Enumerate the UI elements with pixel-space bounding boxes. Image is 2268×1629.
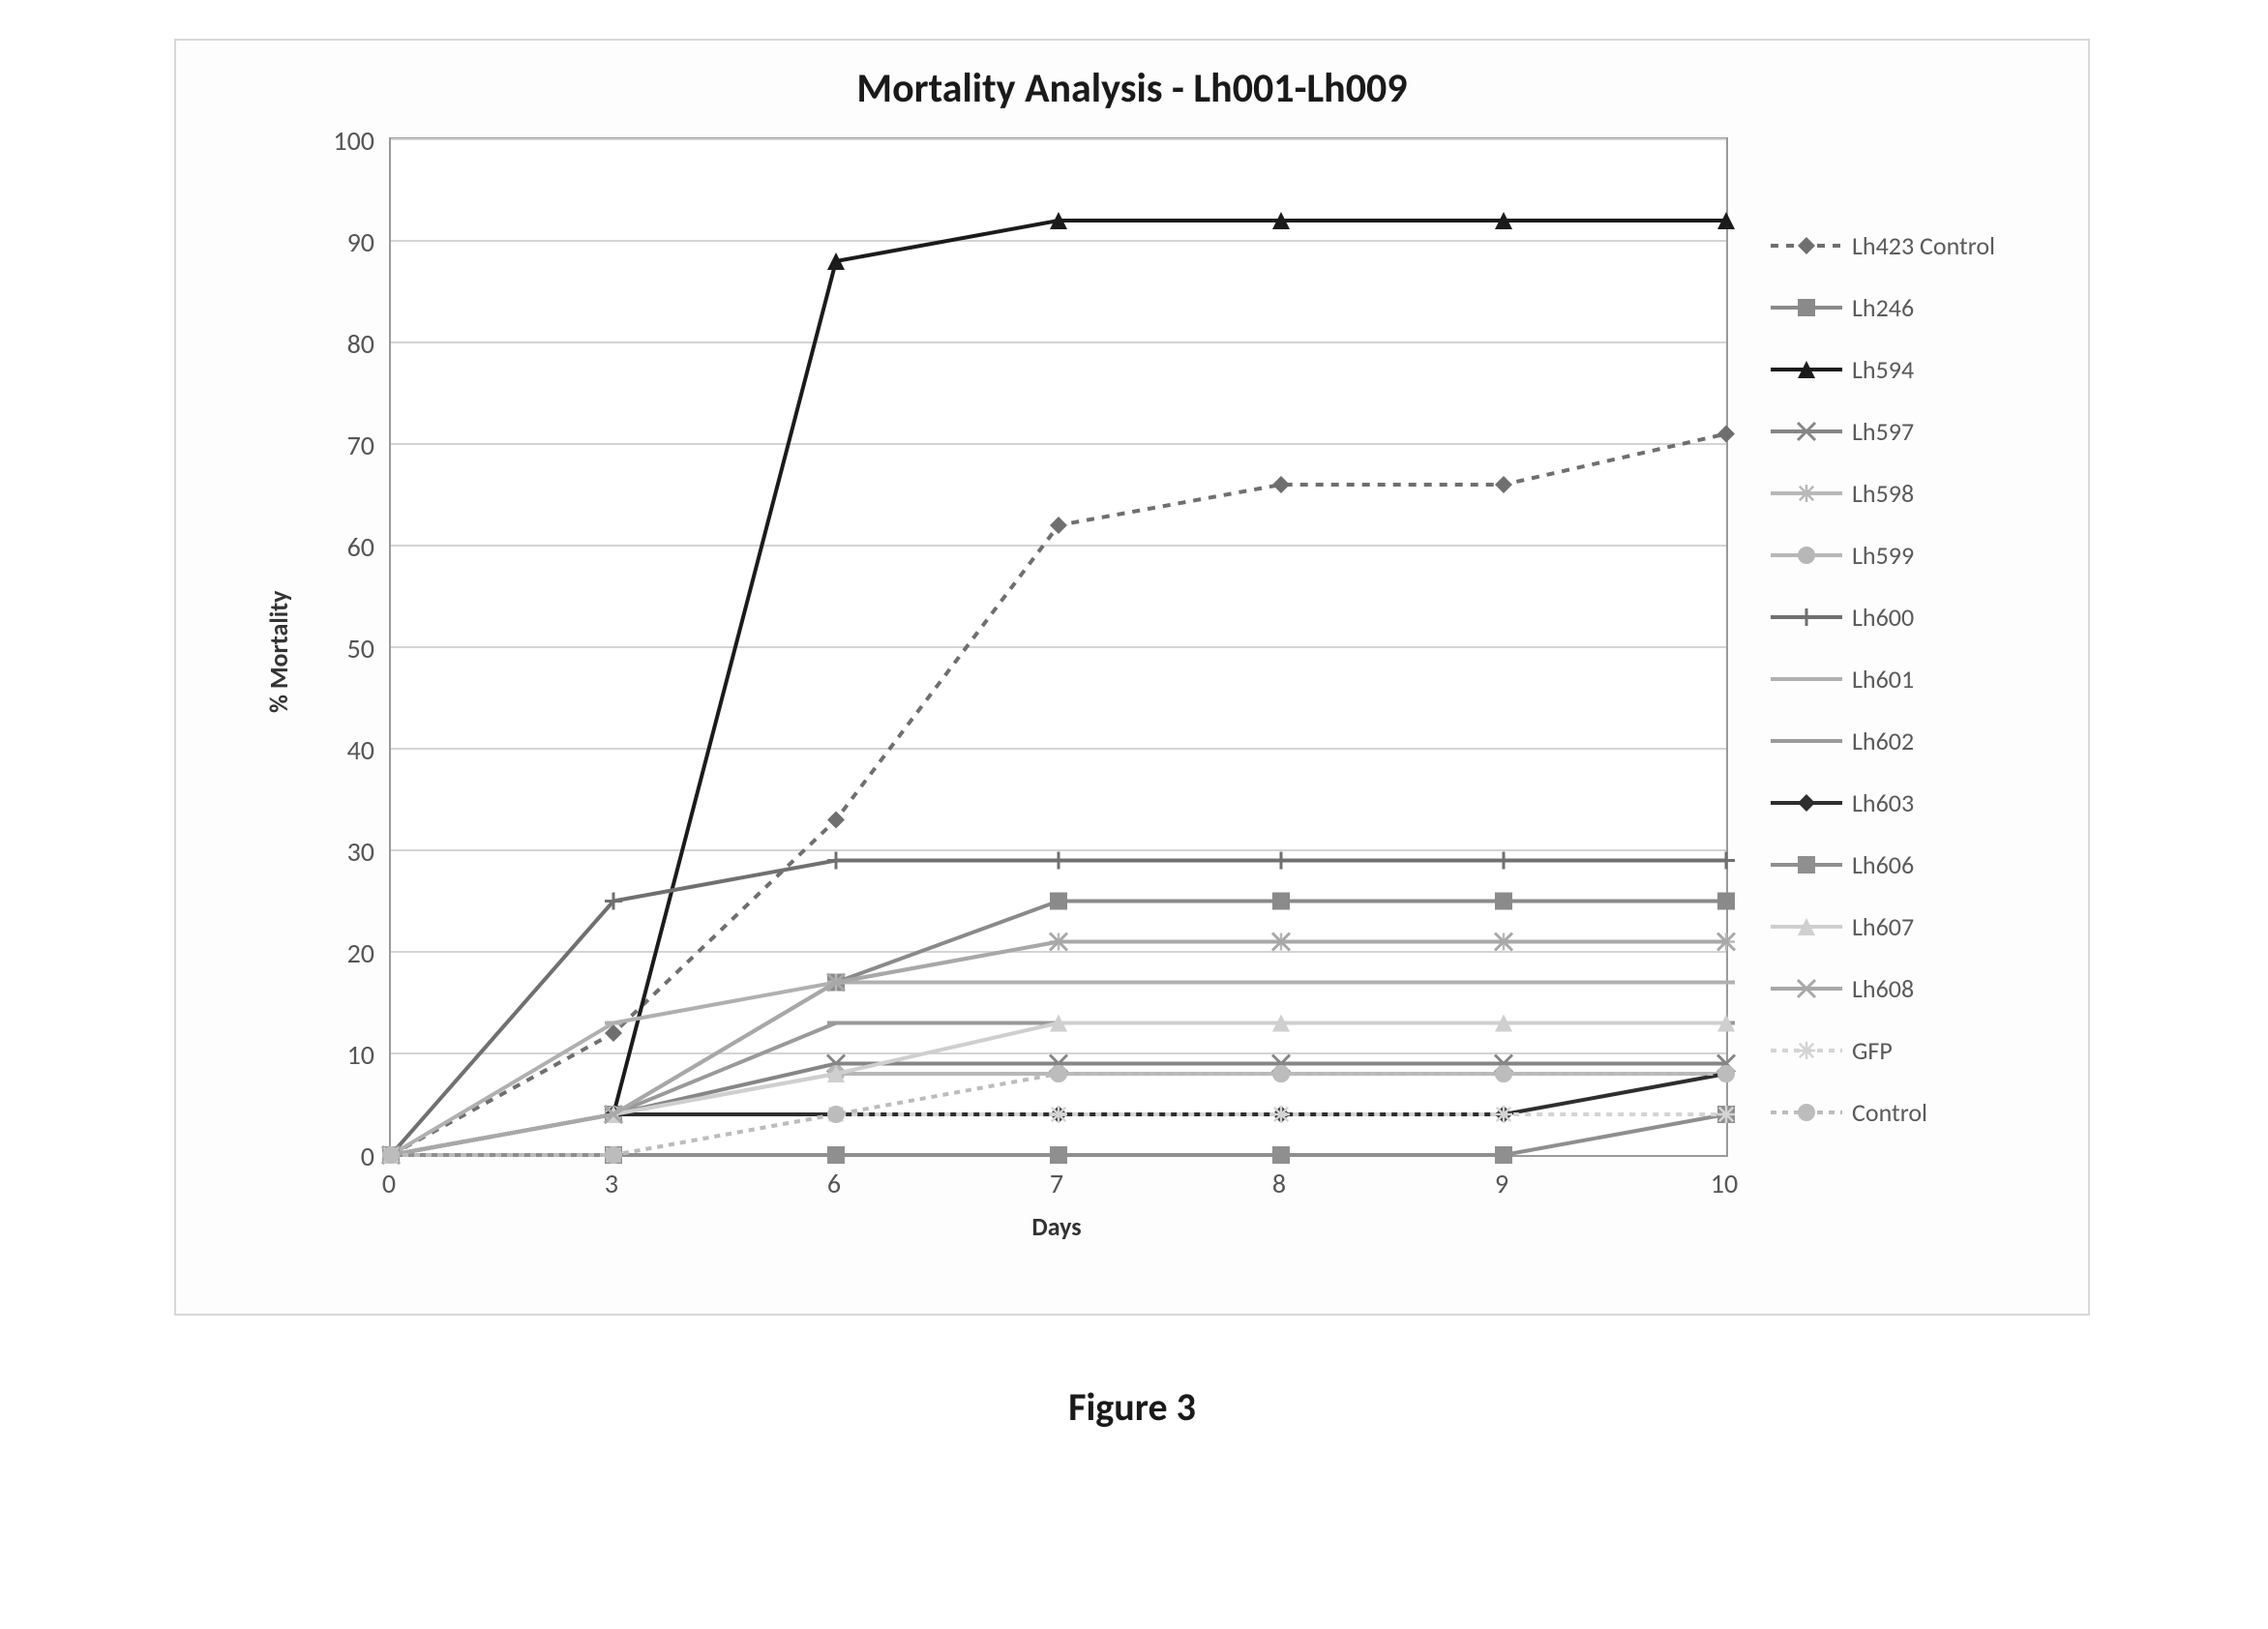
- legend-item: GFP: [1771, 1020, 2061, 1081]
- y-tick-label: 70: [321, 429, 374, 462]
- y-tick-label: 90: [321, 225, 374, 259]
- y-tick-label: 20: [321, 936, 374, 970]
- page: Mortality Analysis - Lh001-Lh009 0 10 20 30…: [0, 0, 2268, 1629]
- x-tick-label: 3: [582, 1167, 641, 1200]
- legend-label: Lh607: [1852, 911, 1914, 942]
- legend-item: Lh602: [1771, 710, 2061, 772]
- legend-item: Lh606: [1771, 834, 2061, 896]
- legend-swatch: [1771, 727, 1842, 755]
- legend-swatch: [1771, 418, 1842, 445]
- x-tick-label: 8: [1250, 1167, 1308, 1200]
- x-tick-label: 0: [360, 1167, 418, 1200]
- legend-swatch: [1771, 1037, 1842, 1064]
- legend-swatch: [1771, 666, 1842, 693]
- legend-item: Lh608: [1771, 958, 2061, 1020]
- legend-swatch: [1771, 604, 1842, 631]
- legend-swatch: [1771, 975, 1842, 1002]
- y-axis-title: % Mortality: [263, 591, 294, 713]
- legend-item: Lh600: [1771, 586, 2061, 648]
- legend-swatch: [1771, 232, 1842, 259]
- plot-svg: [391, 139, 1726, 1155]
- legend-label: Lh598: [1852, 478, 1914, 509]
- chart-frame: Mortality Analysis - Lh001-Lh009 0 10 20 30…: [174, 39, 2090, 1316]
- legend-swatch: [1771, 1099, 1842, 1126]
- legend-label: Lh601: [1852, 664, 1914, 695]
- legend-swatch: [1771, 356, 1842, 383]
- legend-label: Lh602: [1852, 726, 1914, 756]
- legend-swatch: [1771, 480, 1842, 507]
- x-tick-label: 9: [1473, 1167, 1531, 1200]
- legend-swatch: [1771, 789, 1842, 816]
- figure-caption: Figure 3: [174, 1383, 2090, 1431]
- legend-item: Lh607: [1771, 896, 2061, 958]
- x-tick-label: 10: [1695, 1167, 1753, 1200]
- legend-item: Lh598: [1771, 462, 2061, 524]
- legend-label: Lh597: [1852, 416, 1914, 447]
- plot-area: [389, 137, 1728, 1157]
- legend-item: Lh599: [1771, 524, 2061, 586]
- legend-item: Lh246: [1771, 277, 2061, 339]
- legend-swatch: [1771, 294, 1842, 321]
- legend-item: Lh594: [1771, 339, 2061, 400]
- legend-swatch: [1771, 851, 1842, 878]
- y-tick-label: 50: [321, 632, 374, 666]
- legend-item: Lh423 Control: [1771, 215, 2061, 277]
- y-tick-label: 100: [321, 124, 374, 158]
- legend-label: Lh606: [1852, 849, 1914, 880]
- legend-label: Lh608: [1852, 973, 1914, 1004]
- chart-title: Mortality Analysis - Lh001-Lh009: [176, 64, 2088, 113]
- legend-swatch: [1771, 542, 1842, 569]
- legend-label: Lh603: [1852, 787, 1914, 818]
- legend-label: GFP: [1852, 1035, 1893, 1066]
- x-tick-label: 7: [1028, 1167, 1086, 1200]
- legend-label: Control: [1852, 1097, 1927, 1128]
- legend-item: Lh603: [1771, 772, 2061, 834]
- legend-item: Lh597: [1771, 400, 2061, 462]
- y-tick-label: 80: [321, 327, 374, 361]
- legend-item: Control: [1771, 1081, 2061, 1143]
- legend-label: Lh423 Control: [1852, 230, 1995, 261]
- legend-label: Lh600: [1852, 602, 1914, 633]
- x-tick-label: 6: [805, 1167, 863, 1200]
- x-axis-title: Days: [389, 1211, 1724, 1242]
- legend-label: Lh594: [1852, 354, 1914, 385]
- y-tick-label: 10: [321, 1038, 374, 1072]
- y-tick-label: 30: [321, 835, 374, 869]
- y-tick-label: 40: [321, 733, 374, 767]
- legend: Lh423 Control Lh246 Lh594 Lh597 Lh598 Lh599 Lh…: [1771, 215, 2061, 1143]
- legend-label: Lh599: [1852, 540, 1914, 571]
- y-tick-label: 60: [321, 530, 374, 564]
- legend-label: Lh246: [1852, 292, 1914, 323]
- legend-item: Lh601: [1771, 648, 2061, 710]
- legend-swatch: [1771, 913, 1842, 940]
